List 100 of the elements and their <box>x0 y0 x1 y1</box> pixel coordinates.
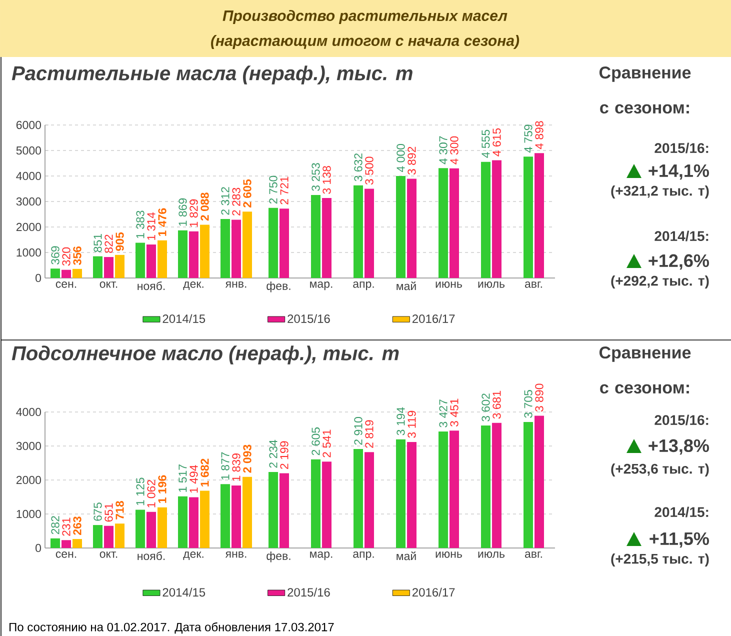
data-label: 4 615 <box>492 128 501 156</box>
bar <box>364 188 374 278</box>
data-label: 3 427 <box>439 400 448 428</box>
data-label: 851 <box>94 234 102 252</box>
x-tick-label: июль <box>478 282 505 288</box>
data-label: 2 088 <box>200 192 209 221</box>
data-label: 2 283 <box>232 188 240 216</box>
text: Производство растительных масел <box>222 10 508 24</box>
bar <box>492 422 502 548</box>
text: 2014/15: <box>654 230 708 242</box>
data-label: 2 199 <box>280 441 288 469</box>
data-label: 4 555 <box>482 130 490 158</box>
data-label: 718 <box>116 501 124 520</box>
text: +12,6% <box>648 254 709 270</box>
data-label: 822 <box>104 234 113 253</box>
data-label: 320 <box>62 247 70 266</box>
bar <box>50 268 60 278</box>
data-label: 3 194 <box>396 407 405 436</box>
bar <box>189 497 199 548</box>
bar <box>158 507 168 548</box>
bar <box>136 242 146 278</box>
data-label: 2 721 <box>280 176 288 204</box>
x-tick-label: дек. <box>183 552 204 560</box>
x-tick-label: апр. <box>353 282 374 290</box>
bar <box>524 422 534 548</box>
x-tick-label: сен. <box>56 552 76 558</box>
data-label: 905 <box>116 232 124 251</box>
data-label: 2 819 <box>365 420 374 448</box>
bar <box>438 431 448 548</box>
legend-label: 2016/17 <box>412 588 455 597</box>
y-tick-label: 6000 <box>16 120 42 130</box>
data-label: 2 093 <box>243 444 252 473</box>
data-label: 263 <box>73 516 82 535</box>
bar <box>438 168 448 278</box>
text: Сравнение с сезоном: <box>599 346 691 394</box>
data-label: 3 705 <box>524 390 532 418</box>
data-label: 3 602 <box>482 394 490 422</box>
legend-label: 2014/15 <box>162 314 206 324</box>
y-tick-label: 3000 <box>16 197 42 206</box>
x-tick-label: авг. <box>524 552 542 558</box>
x-tick-label: июнь <box>436 282 462 288</box>
legend-label: 2015/16 <box>288 588 330 597</box>
legend-label: 2014/15 <box>162 588 206 597</box>
bar <box>104 526 114 548</box>
chart-title: Растительные масла (нераф.), тыс. т <box>12 66 412 84</box>
bar <box>72 268 82 278</box>
data-label: 4 300 <box>450 136 458 164</box>
y-tick-label: 3000 <box>16 442 42 450</box>
bar <box>492 160 502 278</box>
x-tick-label: нояб. <box>138 552 165 560</box>
x-tick-label: июль <box>478 552 505 558</box>
data-label: 3 119 <box>408 410 416 438</box>
data-label: 1 829 <box>190 199 198 227</box>
data-label: 1 494 <box>190 465 198 493</box>
bar <box>189 231 199 278</box>
data-label: 2 605 <box>312 427 320 456</box>
bar <box>407 178 417 278</box>
data-label: 1 062 <box>147 480 156 508</box>
bar <box>524 156 534 278</box>
data-label: 1 476 <box>158 208 166 236</box>
bar <box>481 162 490 278</box>
text: +13,8% <box>648 439 709 455</box>
chart-title: Подсолнечное масло (нераф.), тыс. т <box>12 346 399 364</box>
bar <box>62 540 72 548</box>
data-label: 4 759 <box>524 124 532 153</box>
y-tick-label: 5000 <box>16 146 42 155</box>
text: +14,1% <box>648 164 709 180</box>
bar <box>450 168 459 278</box>
data-label: 4 898 <box>535 121 544 150</box>
bar <box>364 452 374 548</box>
text: (+215,5 тыс. т) <box>611 553 709 567</box>
x-tick-label: фев. <box>266 282 290 292</box>
bar <box>200 224 210 278</box>
x-tick-label: окт. <box>100 552 118 558</box>
data-label: 3 681 <box>492 390 501 419</box>
x-tick-label: июнь <box>436 552 462 558</box>
bar <box>242 212 252 278</box>
y-tick-label: 4000 <box>16 172 42 180</box>
data-label: 1 196 <box>158 475 166 503</box>
x-tick-label: дек. <box>183 282 204 290</box>
bar <box>178 230 188 278</box>
data-label: 2 605 <box>243 179 252 208</box>
data-label: 1 869 <box>178 198 187 226</box>
bar <box>450 430 459 548</box>
data-label: 3 138 <box>322 166 331 194</box>
x-tick-label: сен. <box>56 282 76 288</box>
y-tick-label: 1000 <box>16 510 42 518</box>
text: 2015/16: <box>654 142 708 154</box>
data-label: 356 <box>73 246 82 265</box>
data-label: 3 451 <box>450 398 458 427</box>
bar <box>396 439 406 548</box>
y-tick-label: 0 <box>36 274 42 282</box>
bar <box>396 176 406 278</box>
data-label: 2 312 <box>221 187 230 215</box>
x-tick-label: янв. <box>225 552 246 558</box>
y-tick-label: 2000 <box>16 476 42 484</box>
data-label: 651 <box>104 504 113 522</box>
legend-label: 2015/16 <box>288 314 330 324</box>
bar <box>50 538 60 548</box>
bar <box>146 512 156 548</box>
